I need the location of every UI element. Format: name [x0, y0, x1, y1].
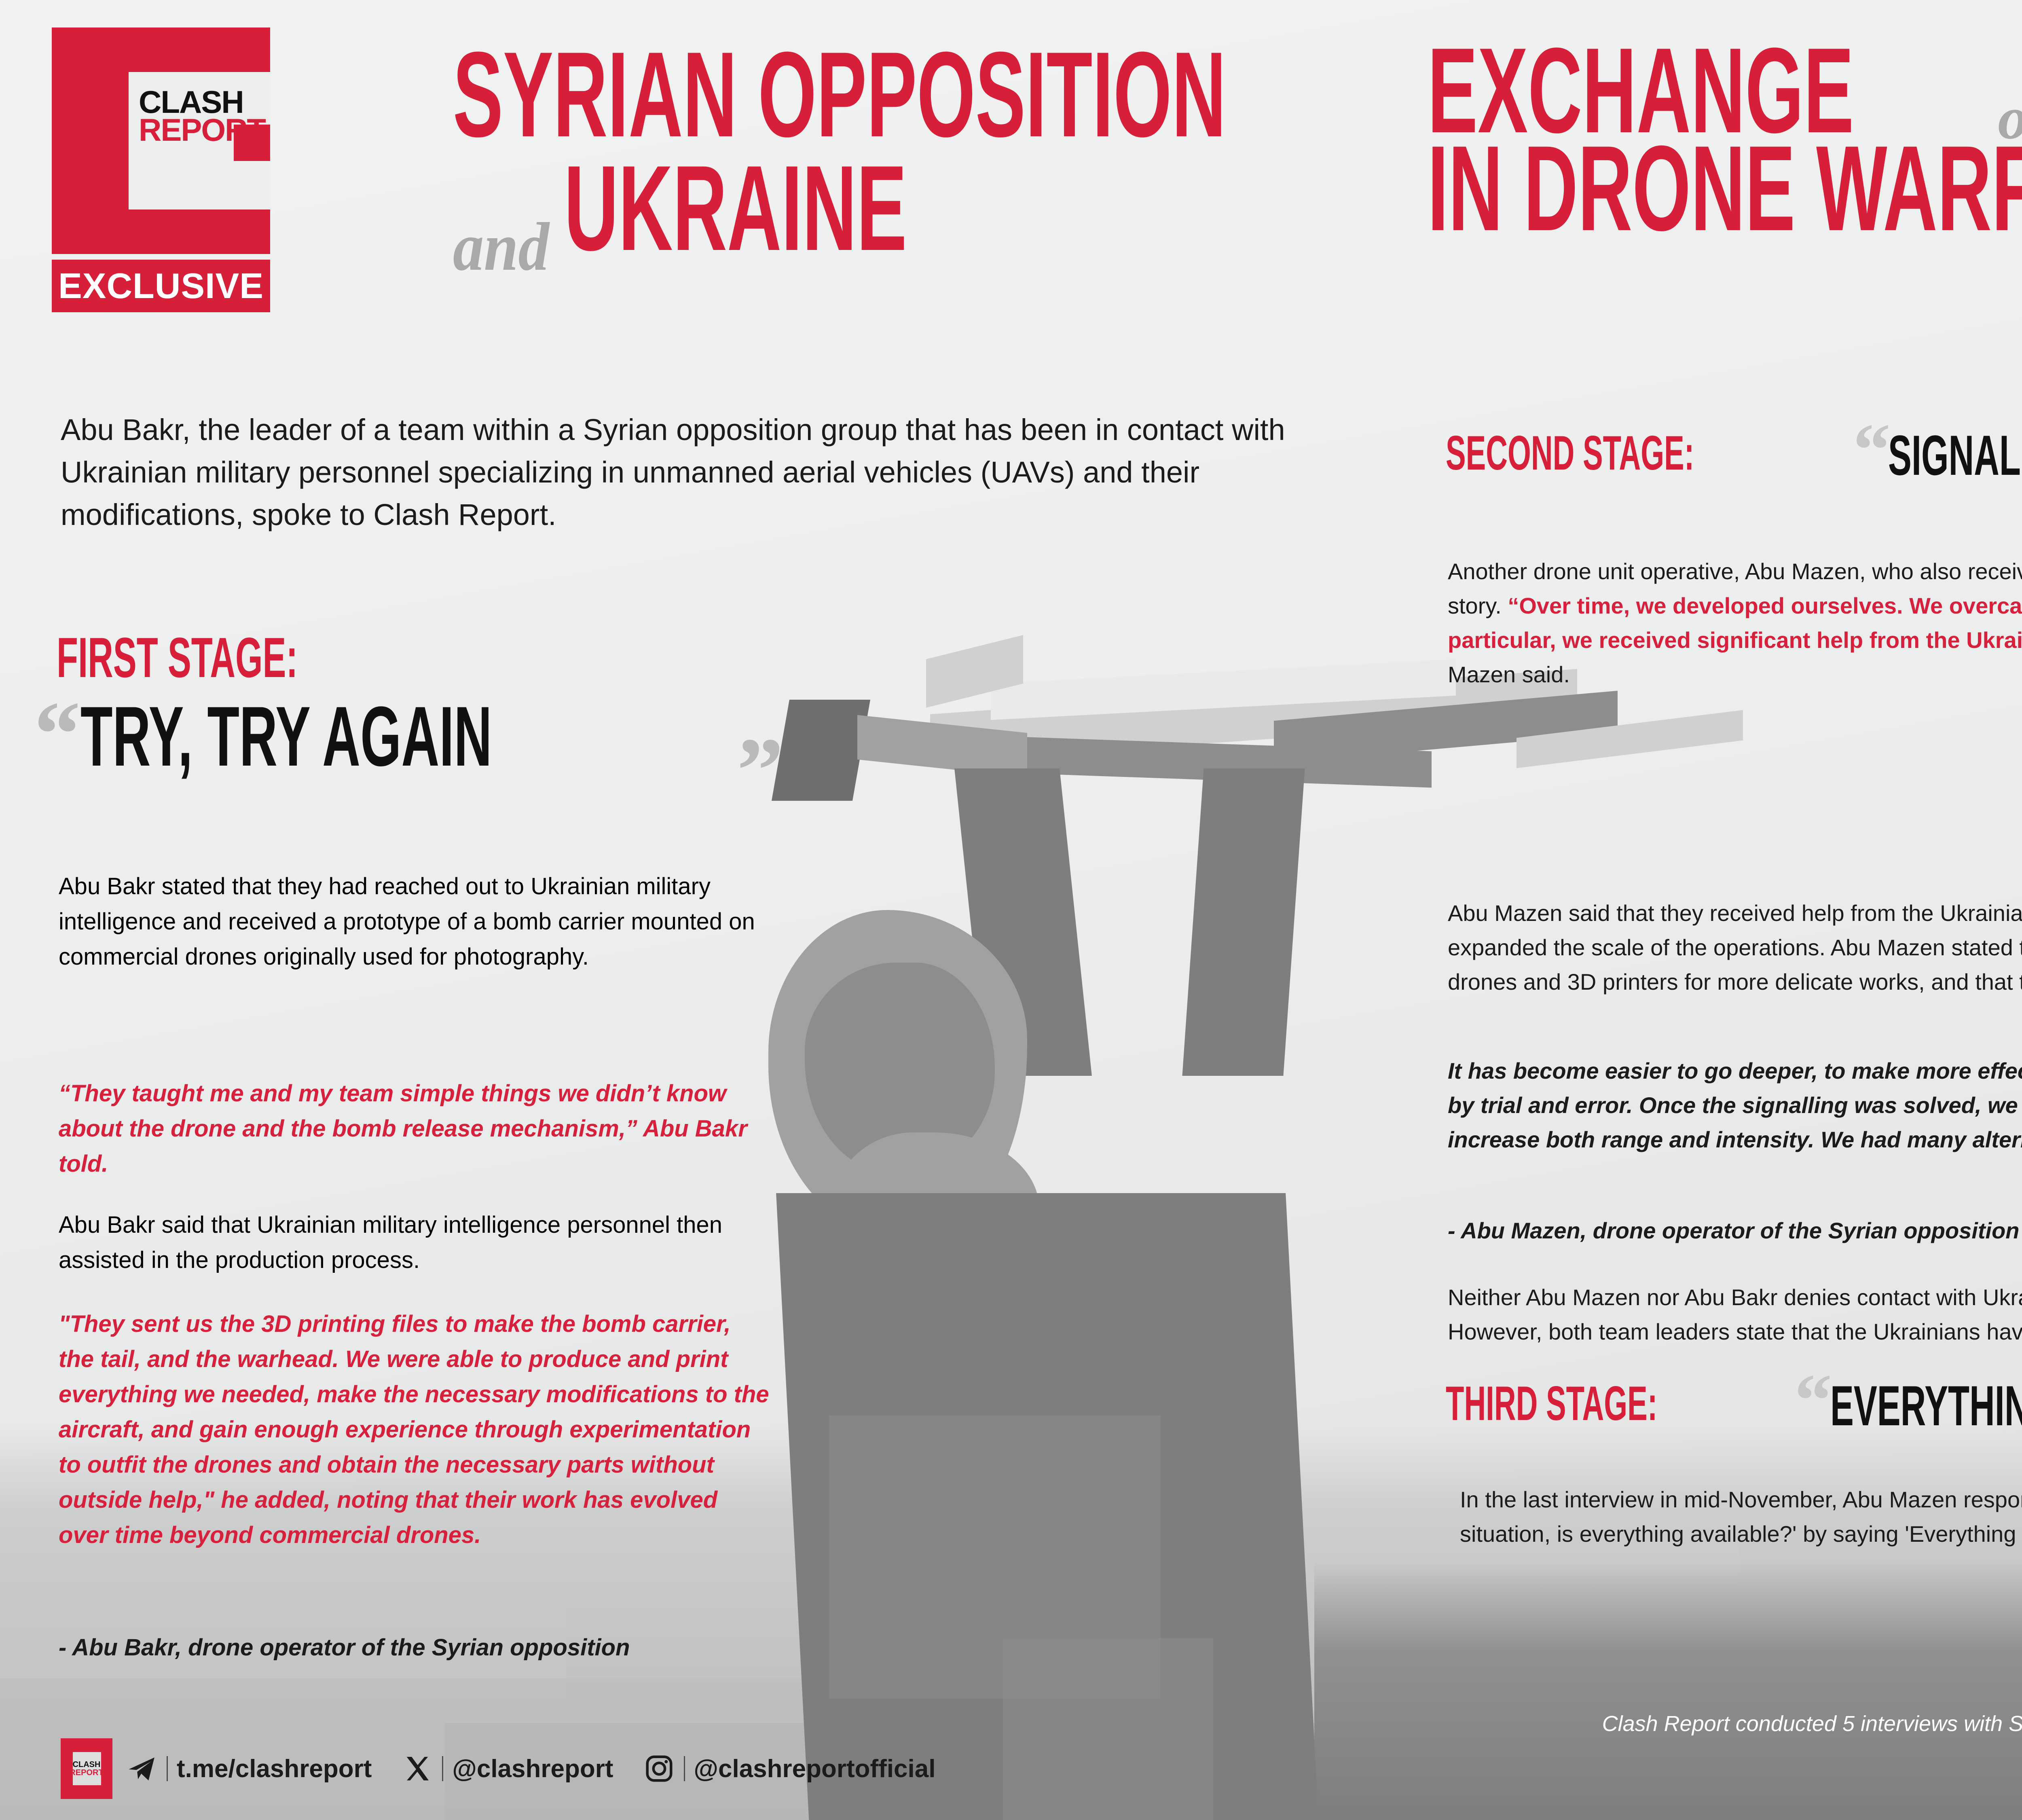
headline-left-connector: and [453, 209, 550, 285]
logo-wordmark: CLASH REPORT [139, 84, 266, 148]
right-paragraph-1-quote: “Over time, we developed ourselves. We o… [1448, 593, 2022, 653]
first-stage-title-text: TRY, TRY AGAIN [80, 689, 492, 784]
headline-right-line1a: EXCHANGE [1428, 22, 1854, 158]
instagram-handle[interactable]: @clashreportofficial [694, 1754, 936, 1783]
footer-bar: CLASH REPORT t.me/clashreport @clashrepo… [61, 1738, 935, 1799]
headline-right: EXCHANGE of EXPERIENCE IN DRONE WARFARE [1428, 22, 2022, 256]
x-handle[interactable]: @clashreport [452, 1754, 613, 1783]
right-paragraph-4: In the last interview in mid-November, A… [1460, 1487, 2022, 1547]
left-paragraph-2: Abu Bakr said that Ukrainian military in… [59, 1212, 722, 1273]
quote-close-icon: ” [737, 719, 784, 822]
footer-logo-clash: CLASH [72, 1760, 101, 1769]
second-stage-title-text: SIGNALLING'S ALL SET [1888, 423, 2022, 487]
foreground-dark-band [1314, 1561, 2022, 1820]
third-stage-title-text: EVERYTHING'S READY [1830, 1374, 2022, 1437]
divider [167, 1756, 168, 1781]
left-quote-2: "They sent us the 3D printing files to m… [59, 1311, 769, 1548]
footer-logo-wordmark: CLASH REPORT [70, 1761, 103, 1777]
second-stage-kicker-label: SECOND STAGE: [1446, 426, 1694, 480]
right-quote-1: It has become easier to go deeper, to ma… [1448, 1058, 2022, 1153]
quote-open-icon: “ [1853, 408, 1891, 491]
divider [683, 1756, 685, 1781]
figure-torso-lower-shade [1003, 1638, 1213, 1820]
right-attribution: - Abu Mazen, drone operator of the Syria… [1448, 1218, 2020, 1243]
right-paragraph-1-lead: Another drone unit operative, Abu Mazen,… [1448, 559, 2022, 619]
footer-logo-report: REPORT [70, 1768, 104, 1777]
logo-c-mark: CLASH REPORT [52, 28, 270, 254]
social-x[interactable]: @clashreport [402, 1753, 613, 1784]
x-twitter-icon[interactable] [402, 1753, 433, 1784]
third-stage-header: THIRD STAGE: “ EVERYTHING'S READY ” [1446, 1363, 2022, 1438]
right-paragraph-1-tail: Abu Mazen said. [1448, 662, 1570, 688]
exclusive-badge-label: EXCLUSIVE [58, 266, 264, 306]
second-stage-header: SECOND STAGE: “ SIGNALLING'S ALL SET ” [1446, 413, 2022, 487]
right-paragraph-2: Abu Mazen said that they received help f… [1448, 900, 2022, 995]
quote-open-icon: “ [1794, 1359, 1832, 1442]
first-stage-kicker: FIRST STAGE: [57, 625, 446, 690]
intro-paragraph: Abu Bakr, the leader of a team within a … [61, 413, 1285, 532]
footnote-text: Clash Report conducted 5 interviews with… [1602, 1712, 2022, 1736]
left-attribution: - Abu Bakr, drone operator of the Syrian… [59, 1634, 630, 1661]
headline-left-line2: UKRAINE [564, 140, 907, 276]
third-stage-kicker-label: THIRD STAGE: [1446, 1376, 1658, 1431]
right-paragraph-3: Neither Abu Mazen nor Abu Bakr denies co… [1448, 1285, 2022, 1345]
right-paragraph-1: Another drone unit operative, Abu Mazen,… [1448, 554, 2022, 692]
social-telegram[interactable]: t.me/clashreport [126, 1753, 372, 1784]
quote-open-icon: “ [34, 682, 80, 785]
footer-logo: CLASH REPORT [61, 1738, 112, 1799]
social-instagram[interactable]: @clashreportofficial [643, 1753, 936, 1784]
telegram-handle[interactable]: t.me/clashreport [177, 1754, 372, 1783]
divider [442, 1756, 444, 1781]
telegram-icon[interactable] [126, 1753, 158, 1784]
first-stage-kicker-label: FIRST STAGE: [57, 626, 298, 689]
headline-right-line2: IN DRONE WARFARE [1428, 120, 2022, 256]
first-stage-title: “ TRY, TRY AGAIN ” [34, 682, 783, 817]
headline-left-line1: SYRIAN OPPOSITION [453, 26, 1226, 162]
clash-report-logo: CLASH REPORT EXCLUSIVE [52, 28, 270, 312]
logo-report-text: REPORT [139, 112, 266, 148]
headline-left: SYRIAN OPPOSITION and UKRAINE [453, 26, 1700, 285]
exclusive-badge: EXCLUSIVE [52, 260, 270, 312]
footer-logo-notch [73, 1752, 101, 1785]
figure-right-arm [1182, 768, 1305, 1076]
logo-notch-2 [234, 125, 270, 161]
left-paragraph-1: Abu Bakr stated that they had reached ou… [59, 873, 755, 970]
left-quote-1: “They taught me and my team simple thing… [59, 1080, 747, 1177]
instagram-icon[interactable] [643, 1753, 675, 1784]
headline-right-connector: of [1998, 88, 2022, 148]
logo-clash-text: CLASH [139, 84, 244, 120]
